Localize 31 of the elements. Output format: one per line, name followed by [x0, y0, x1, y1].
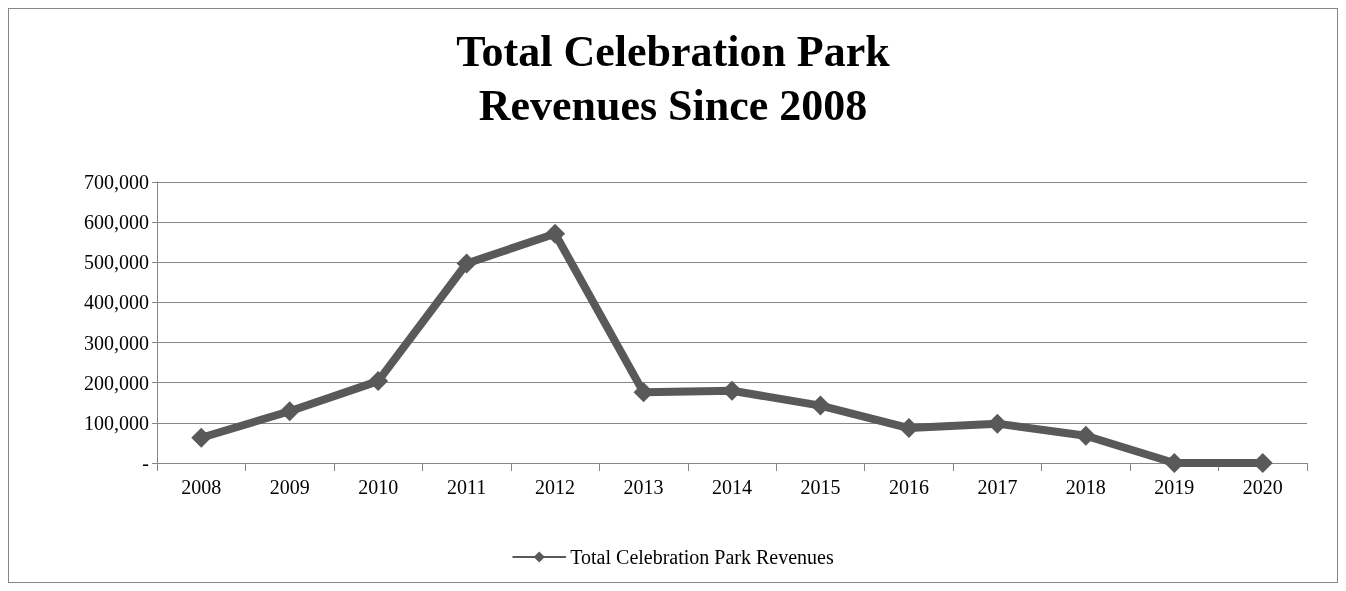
x-tick-label: 2009 [269, 476, 310, 498]
y-tick-label: 400,000 [84, 291, 149, 314]
point [191, 427, 212, 448]
x-tick-label: 2018 [1065, 476, 1106, 498]
x-tick-label: 2011 [446, 476, 487, 498]
x-tick-label: 2012 [535, 476, 576, 498]
point [368, 371, 389, 392]
chart-title: Total Celebration Park Revenues Since 2008 [456, 26, 891, 130]
y-tick-label: - [142, 452, 149, 474]
y-tick-label: 300,000 [84, 331, 149, 354]
x-tick-label: 2016 [888, 476, 929, 498]
point [456, 253, 477, 274]
legend-label: Total Celebration Park Revenues [570, 546, 834, 568]
y-tick-label: 500,000 [84, 251, 149, 274]
x-tick-label: 2013 [623, 476, 664, 498]
x-tick-label: 2020 [1242, 476, 1283, 498]
point [810, 395, 831, 416]
y-tick-label: 700,000 [84, 171, 149, 193]
x-tick-label: 2008 [181, 476, 222, 498]
y-tick-label: 200,000 [84, 371, 149, 394]
point [1075, 425, 1096, 446]
x-tick-label: 2015 [800, 476, 841, 498]
x-tick-label: 2014 [712, 476, 752, 498]
point [898, 418, 919, 439]
x-tick-label: 2010 [358, 476, 399, 498]
y-tick-label: 100,000 [84, 411, 149, 434]
point [279, 401, 300, 422]
x-tick-label: 2019 [1154, 476, 1195, 498]
x-tick-label: 2017 [977, 476, 1018, 498]
y-tick-label: 600,000 [84, 211, 149, 234]
point [545, 223, 566, 244]
